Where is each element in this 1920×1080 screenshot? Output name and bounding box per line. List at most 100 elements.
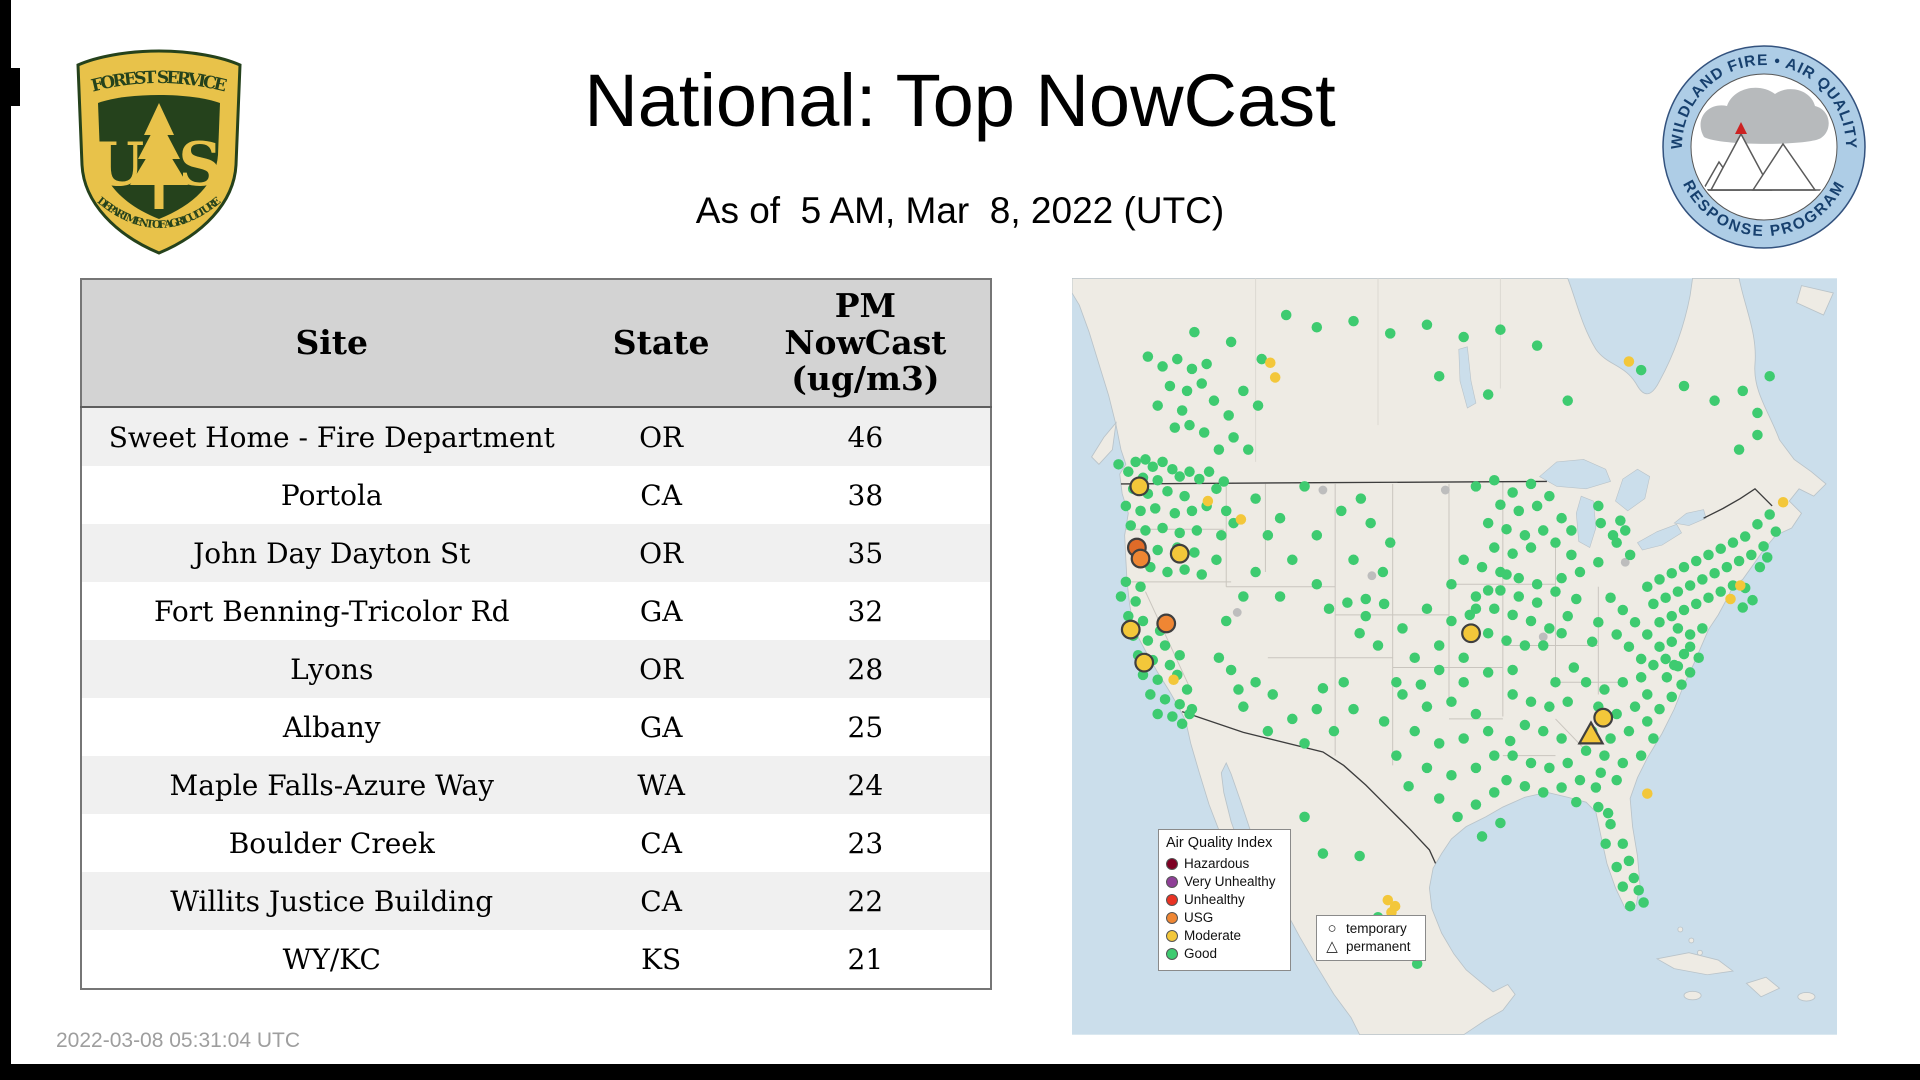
monitor-dot-good — [1537, 525, 1549, 536]
monitor-dot-good — [1544, 490, 1555, 502]
monitor-dot-good — [1556, 627, 1567, 639]
monitor-dot-good — [1654, 574, 1665, 585]
monitor-dot-good — [1709, 568, 1720, 579]
monitor-dot-good — [1433, 738, 1445, 749]
monitor-dot-good — [1495, 585, 1506, 596]
monitor-dot-good — [1115, 591, 1127, 602]
monitor-dot-good — [1666, 568, 1678, 579]
monitor-dot-good — [1737, 385, 1749, 397]
monitor-dot-good — [1746, 549, 1757, 561]
monitor-dot-good — [1507, 548, 1518, 559]
monitor-triangle-permanent — [1577, 720, 1605, 745]
monitor-dot-good — [1629, 616, 1641, 628]
site-cell: Fort Benning-Tricolor Rd — [153, 594, 510, 628]
monitor-dot-good — [1531, 340, 1543, 351]
monitor-dot-good — [1574, 774, 1586, 786]
monitor-dot-good — [1238, 591, 1249, 602]
monitor-dot-good — [1544, 762, 1555, 774]
monitor-dot-good — [1531, 500, 1543, 512]
airfire-logo-icon: WILDLAND FIRE • AIR QUALITY RESPONSE PRO… — [1662, 45, 1866, 249]
monitor-dot-good — [1684, 641, 1696, 652]
monitor-dot-good — [1697, 623, 1708, 634]
page-title: National: Top NowCast — [584, 59, 1336, 142]
monitor-dot-good — [1250, 493, 1261, 504]
monitor-dot-moderate — [1168, 674, 1179, 686]
monitor-dot-good — [1256, 353, 1267, 365]
generated-timestamp: 2022-03-08 05:31:04 UTC — [56, 1029, 300, 1052]
monitor-dot-good — [1213, 444, 1225, 455]
monitor-dot-good — [1174, 471, 1185, 482]
monitor-dot-good — [1501, 635, 1512, 646]
monitor-dot-good — [1727, 580, 1739, 591]
monitor-dot-good — [1433, 370, 1445, 382]
monitor-dot-good — [1690, 598, 1702, 610]
page-subtitle: As of 5 AM, Mar 8, 2022 (UTC) — [695, 190, 1225, 231]
monitor-dot-good — [1328, 725, 1340, 737]
monitor-dot-good — [1715, 586, 1726, 597]
left-border-bar — [0, 0, 11, 1080]
state-cell: OR — [639, 652, 684, 686]
monitor-dot-good — [1611, 774, 1622, 786]
monitor-dot-good — [1633, 885, 1644, 896]
monitor-dot-good — [1228, 432, 1239, 443]
state-cell: OR — [639, 420, 684, 454]
monitor-dot-good — [1495, 566, 1506, 578]
shield-letter-s: S — [178, 130, 221, 200]
monitor-dot-good — [1355, 493, 1367, 504]
monitor-dot-good — [1267, 689, 1278, 700]
monitor-dot-good — [1624, 549, 1636, 561]
monitor-dot-good — [1666, 610, 1678, 622]
monitor-dot-inactive — [1620, 557, 1630, 567]
column-header-1: Site — [81, 279, 582, 408]
monitor-dot-good — [1211, 554, 1222, 566]
monitor-dot-good — [1216, 530, 1227, 541]
monitor-dot-good — [1666, 691, 1678, 703]
nowcast-value-cell: 23 — [847, 826, 884, 860]
nowcast-table: Site State PM NowCast (ug/m3) Sweet Home -… — [80, 278, 992, 990]
monitor-dot-good — [1342, 597, 1353, 608]
monitor-dot-good — [1196, 378, 1208, 389]
monitor-dot-good — [1513, 591, 1525, 602]
monitor-dot-good — [1595, 767, 1607, 779]
monitor-dot-good — [1262, 530, 1274, 541]
monitor-dot-good — [1189, 547, 1200, 558]
monitor-dot-good — [1623, 641, 1635, 652]
monitor-dot-good — [1378, 716, 1390, 727]
monitor-dot-good — [1213, 652, 1225, 663]
monitor-dot-good — [1233, 684, 1244, 695]
monitor-circle-temporary — [1134, 652, 1155, 673]
monitor-dot-good — [1550, 586, 1561, 597]
monitor-dot-good — [1181, 385, 1193, 397]
monitor-dot-good — [1635, 364, 1647, 376]
monitor-dot-good — [1715, 543, 1726, 555]
monitor-dot-good — [1152, 708, 1163, 720]
monitor-dot-good — [1642, 716, 1653, 727]
good-swatch-icon — [1166, 948, 1178, 960]
monitor-dot-good — [1415, 679, 1427, 690]
monitor-dot-good — [1513, 572, 1525, 584]
jamaica — [1683, 990, 1702, 1001]
monitor-dot-good — [1611, 861, 1622, 873]
monitor-dot-good — [1223, 410, 1234, 421]
monitor-dot-good — [1458, 331, 1469, 343]
monitor-dot-good — [1203, 466, 1215, 477]
forest-service-shield-icon: FOREST SERVICE U S DEPARTMENT OF AGRICUL… — [76, 49, 242, 255]
monitor-dot-good — [1348, 554, 1359, 566]
monitor-dot-good — [1323, 603, 1335, 615]
site-cell: Sweet Home - Fire Department — [108, 420, 555, 454]
table-row: Maple Falls-Azure Way WA 24 — [81, 756, 991, 814]
monitor-dot-good — [1252, 400, 1264, 411]
monitor-dot-good — [1159, 640, 1171, 651]
monitor-dot-good — [1145, 689, 1156, 700]
monitor-dot-good — [1580, 676, 1592, 688]
monitor-dot-good — [1458, 676, 1469, 688]
monitor-dot-good — [1162, 485, 1173, 497]
table-row: Willits Justice Building CA 22 — [81, 872, 991, 930]
monitor-dot-good — [1733, 555, 1745, 567]
monitor-dot-good — [1470, 481, 1482, 492]
monitor-dot-good — [1287, 713, 1298, 725]
monitor-dot-good — [1470, 762, 1482, 774]
monitor-dot-good — [1602, 807, 1614, 819]
monitor-dot-good — [1164, 380, 1176, 392]
type-legend-label: temporary — [1346, 921, 1407, 936]
